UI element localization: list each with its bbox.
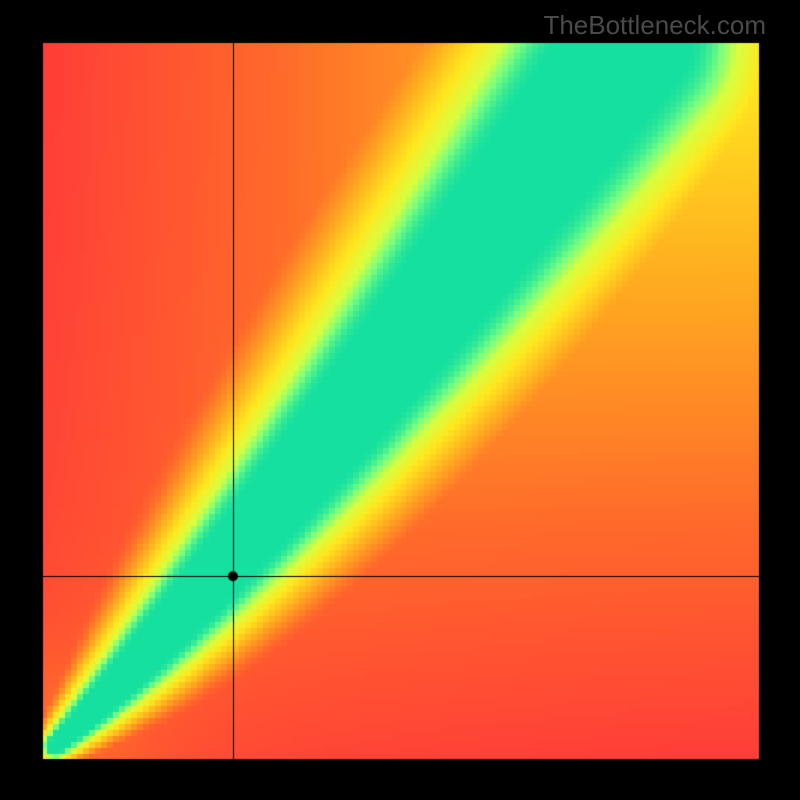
plot-area	[42, 42, 760, 760]
watermark-label: TheBottleneck.com	[543, 10, 766, 41]
chart-container: TheBottleneck.com	[0, 0, 800, 800]
heatmap-canvas	[42, 42, 760, 760]
